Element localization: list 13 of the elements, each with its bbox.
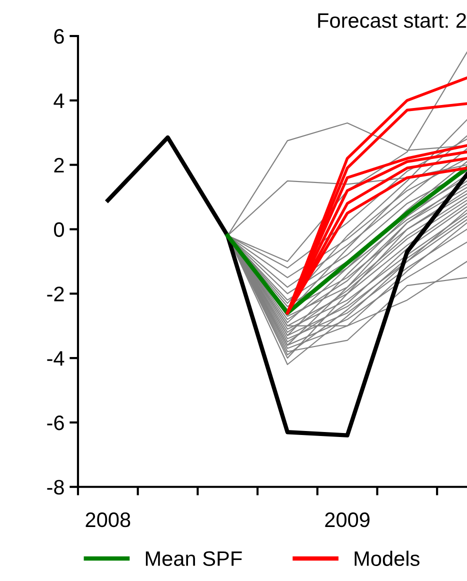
chart-title: Forecast start: 2 (318, 13, 466, 28)
x-tick-label: 2008 (86, 512, 130, 528)
legend-label: Models (354, 550, 420, 566)
y-tick-label: 6 (54, 29, 64, 44)
y-tick-label: -8 (47, 480, 64, 495)
y-tick-label: 2 (54, 158, 64, 172)
y-tick-label: 4 (54, 94, 64, 108)
legend-label: Mean SPF (146, 551, 242, 566)
y-tick-label: -6 (47, 415, 64, 430)
x-tick-label: 2009 (325, 512, 370, 528)
y-tick-label: 0 (54, 222, 64, 237)
y-tick-label: -2 (47, 286, 64, 302)
y-tick-label: -4 (47, 351, 64, 366)
